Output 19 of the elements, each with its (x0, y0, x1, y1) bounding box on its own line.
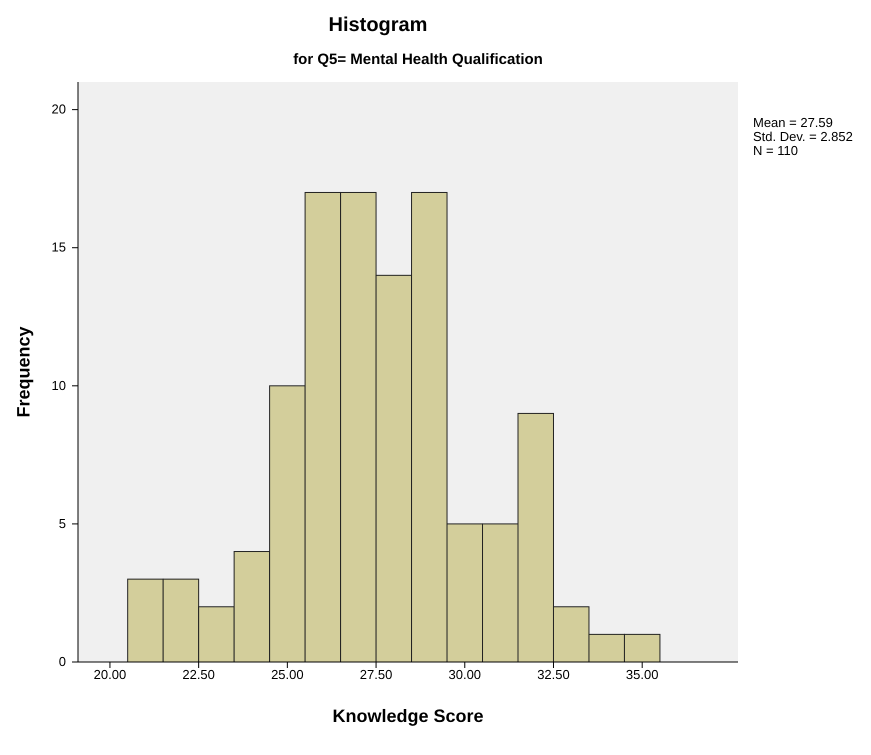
text: N = 110 (753, 143, 799, 158)
x-tick-label: 27.50 (360, 667, 392, 682)
x-tick-label: 25.00 (271, 667, 304, 682)
chart-subtitle: for Q5= Mental Health Qualification (292, 51, 544, 68)
x-tick-label: 20.00 (94, 667, 126, 682)
y-tick-label: 10 (52, 378, 66, 393)
x-tick-label: 35.00 (626, 667, 658, 682)
y-axis-title: Frequency (13, 326, 34, 418)
x-tick-label: 32.50 (537, 667, 570, 682)
text: Mean = 27.59 (753, 115, 834, 130)
y-tick-label: 0 (58, 654, 66, 669)
x-tick-label: 22.50 (182, 667, 215, 682)
x-axis-title: Knowledge Score (332, 706, 484, 726)
y-tick-label: 15 (52, 240, 66, 255)
text: Std. Dev. = 2.852 (753, 129, 853, 144)
y-tick-label: 5 (58, 516, 66, 531)
x-tick-label: 30.00 (448, 667, 482, 682)
chart-title: Histogram (328, 13, 428, 37)
y-tick-label: 20 (52, 102, 66, 117)
